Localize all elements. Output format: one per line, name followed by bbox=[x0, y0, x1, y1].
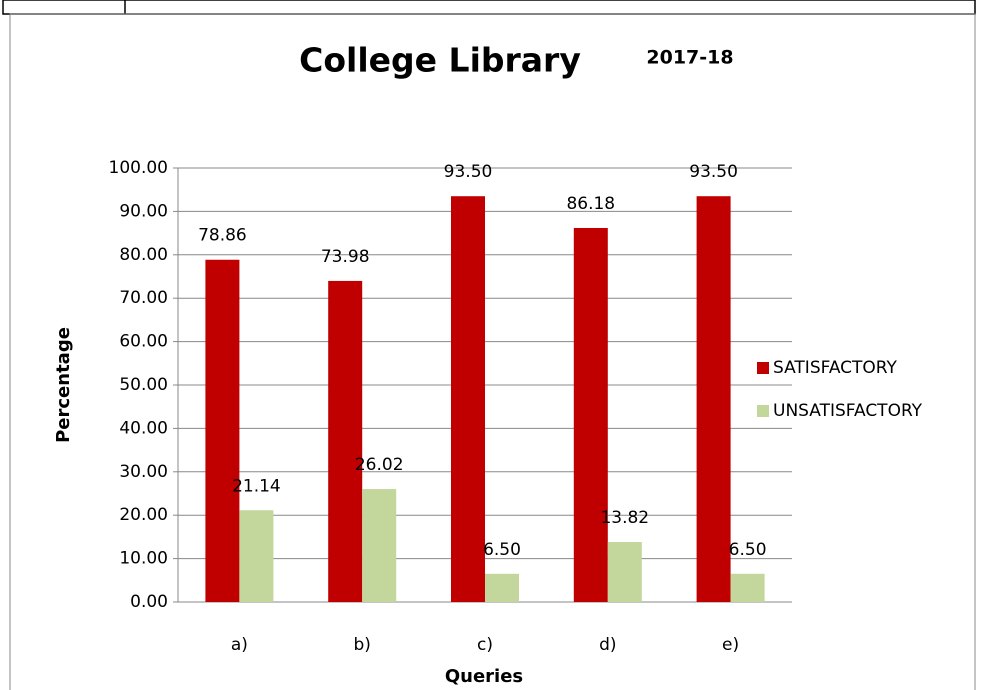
bar bbox=[730, 573, 765, 602]
y-axis-label: Percentage bbox=[53, 327, 74, 443]
data-label: 93.50 bbox=[689, 162, 738, 182]
y-tick-label: 60.00 bbox=[119, 332, 168, 352]
data-label: 21.14 bbox=[232, 476, 281, 496]
x-tick-label: e) bbox=[722, 635, 739, 655]
x-tick-label: d) bbox=[599, 635, 616, 655]
data-label: 26.02 bbox=[355, 455, 404, 475]
x-axis-label: Queries bbox=[445, 666, 523, 687]
data-label: 6.50 bbox=[729, 540, 767, 560]
x-tick-label: c) bbox=[477, 635, 493, 655]
header-cell bbox=[2, 0, 976, 15]
y-tick-label: 90.00 bbox=[119, 201, 168, 221]
x-tick-label: b) bbox=[353, 635, 370, 655]
y-tick-label: 40.00 bbox=[119, 418, 168, 438]
bar bbox=[205, 259, 240, 602]
data-label: 93.50 bbox=[444, 162, 493, 182]
legend-label: SATISFACTORY bbox=[773, 358, 898, 378]
chart-subtitle: 2017-18 bbox=[646, 47, 733, 69]
y-tick-label: 100.00 bbox=[109, 158, 168, 178]
chart-frame bbox=[9, 13, 976, 690]
bar bbox=[485, 573, 519, 602]
y-tick-label: 0.00 bbox=[130, 592, 168, 612]
data-label: 86.18 bbox=[566, 194, 615, 214]
data-label: 73.98 bbox=[321, 247, 370, 267]
bar bbox=[607, 542, 642, 602]
chart-title: College Library bbox=[299, 41, 581, 80]
bar bbox=[239, 510, 274, 602]
bar bbox=[328, 280, 363, 602]
y-tick-label: 20.00 bbox=[119, 505, 168, 525]
bar bbox=[362, 489, 397, 602]
bar bbox=[451, 196, 485, 602]
legend-swatch bbox=[757, 405, 769, 417]
legend-swatch bbox=[757, 362, 769, 374]
y-tick-label: 50.00 bbox=[119, 375, 168, 395]
bar bbox=[573, 227, 608, 602]
legend-label: UNSATISFACTORY bbox=[773, 401, 923, 421]
y-tick-label: 30.00 bbox=[119, 462, 168, 482]
y-tick-label: 10.00 bbox=[119, 549, 168, 569]
data-label: 78.86 bbox=[198, 226, 247, 246]
data-label: 13.82 bbox=[600, 508, 649, 528]
y-tick-label: 70.00 bbox=[119, 288, 168, 308]
y-tick-label: 80.00 bbox=[119, 245, 168, 265]
bar bbox=[696, 196, 731, 602]
x-tick-label: a) bbox=[231, 635, 248, 655]
data-label: 6.50 bbox=[483, 540, 521, 560]
